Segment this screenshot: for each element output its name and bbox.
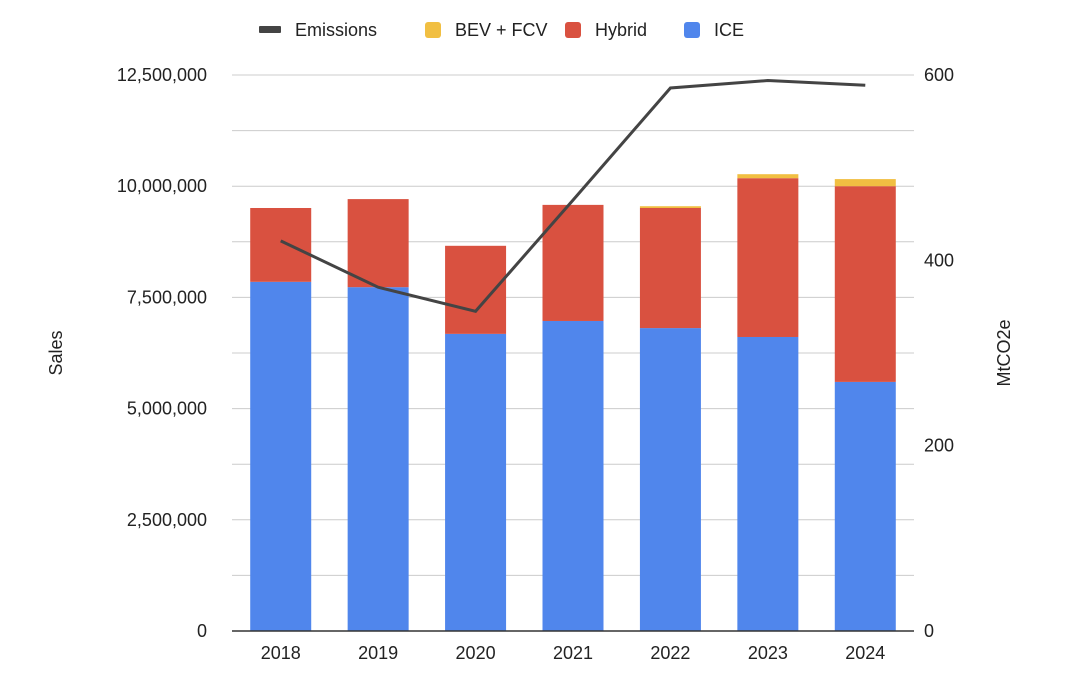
legend-label-bev-fcv: BEV + FCV xyxy=(455,20,548,40)
x-tick-label: 2018 xyxy=(261,643,301,663)
legend-label-ice: ICE xyxy=(714,20,744,40)
x-tick-label: 2023 xyxy=(748,643,788,663)
y-tick-label-left: 5,000,000 xyxy=(127,399,207,419)
bar-hybrid-2018 xyxy=(250,207,312,282)
y-tick-label-right: 600 xyxy=(924,65,954,85)
y-axis-label-right: MtCO2e xyxy=(994,319,1014,386)
x-tick-label: 2024 xyxy=(845,643,885,663)
bar-ice-2024 xyxy=(834,381,896,631)
bars xyxy=(250,174,896,631)
bar-ice-2023 xyxy=(737,336,799,631)
y-tick-label-right: 200 xyxy=(924,436,954,456)
y-tick-label-left: 2,500,000 xyxy=(127,510,207,530)
x-tick-label: 2019 xyxy=(358,643,398,663)
bar-bev-fcv-2023 xyxy=(737,174,799,179)
bar-bev-fcv-2022 xyxy=(639,206,701,208)
y-tick-label-left: 0 xyxy=(197,621,207,641)
y-tick-label-right: 400 xyxy=(924,250,954,270)
bar-ice-2019 xyxy=(347,287,409,631)
y-tick-label-left: 7,500,000 xyxy=(127,287,207,307)
bar-bev-fcv-2024 xyxy=(834,179,896,187)
bar-hybrid-2024 xyxy=(834,186,896,382)
emissions-line-group xyxy=(280,79,866,313)
bar-ice-2020 xyxy=(445,333,507,631)
legend-swatch-hybrid xyxy=(565,22,581,38)
bar-hybrid-2022 xyxy=(639,207,701,329)
axes: 0 2,500,000 5,000,000 7,500,000 10,000,000 12… xyxy=(117,65,954,663)
legend-label-emissions: Emissions xyxy=(295,20,377,40)
legend-swatch-emissions xyxy=(259,26,281,33)
x-tick-label: 2022 xyxy=(650,643,690,663)
y-axis-label-left: Sales xyxy=(46,330,66,375)
x-tick-label: 2020 xyxy=(456,643,496,663)
bar-ice-2022 xyxy=(639,328,701,631)
x-tick-label: 2021 xyxy=(553,643,593,663)
y-tick-label-left: 12,500,000 xyxy=(117,65,207,85)
bar-ice-2021 xyxy=(542,320,604,631)
bar-ice-2018 xyxy=(250,281,312,631)
bar-hybrid-2023 xyxy=(737,178,799,337)
bar-hybrid-2020 xyxy=(445,245,507,334)
legend-swatch-bev-fcv xyxy=(425,22,441,38)
legend: Emissions BEV + FCV Hybrid ICE xyxy=(259,20,744,40)
y-tick-label-right: 0 xyxy=(924,621,934,641)
legend-swatch-ice xyxy=(684,22,700,38)
legend-label-hybrid: Hybrid xyxy=(595,20,647,40)
y-tick-label-left: 10,000,000 xyxy=(117,176,207,196)
bar-hybrid-2019 xyxy=(347,199,409,288)
